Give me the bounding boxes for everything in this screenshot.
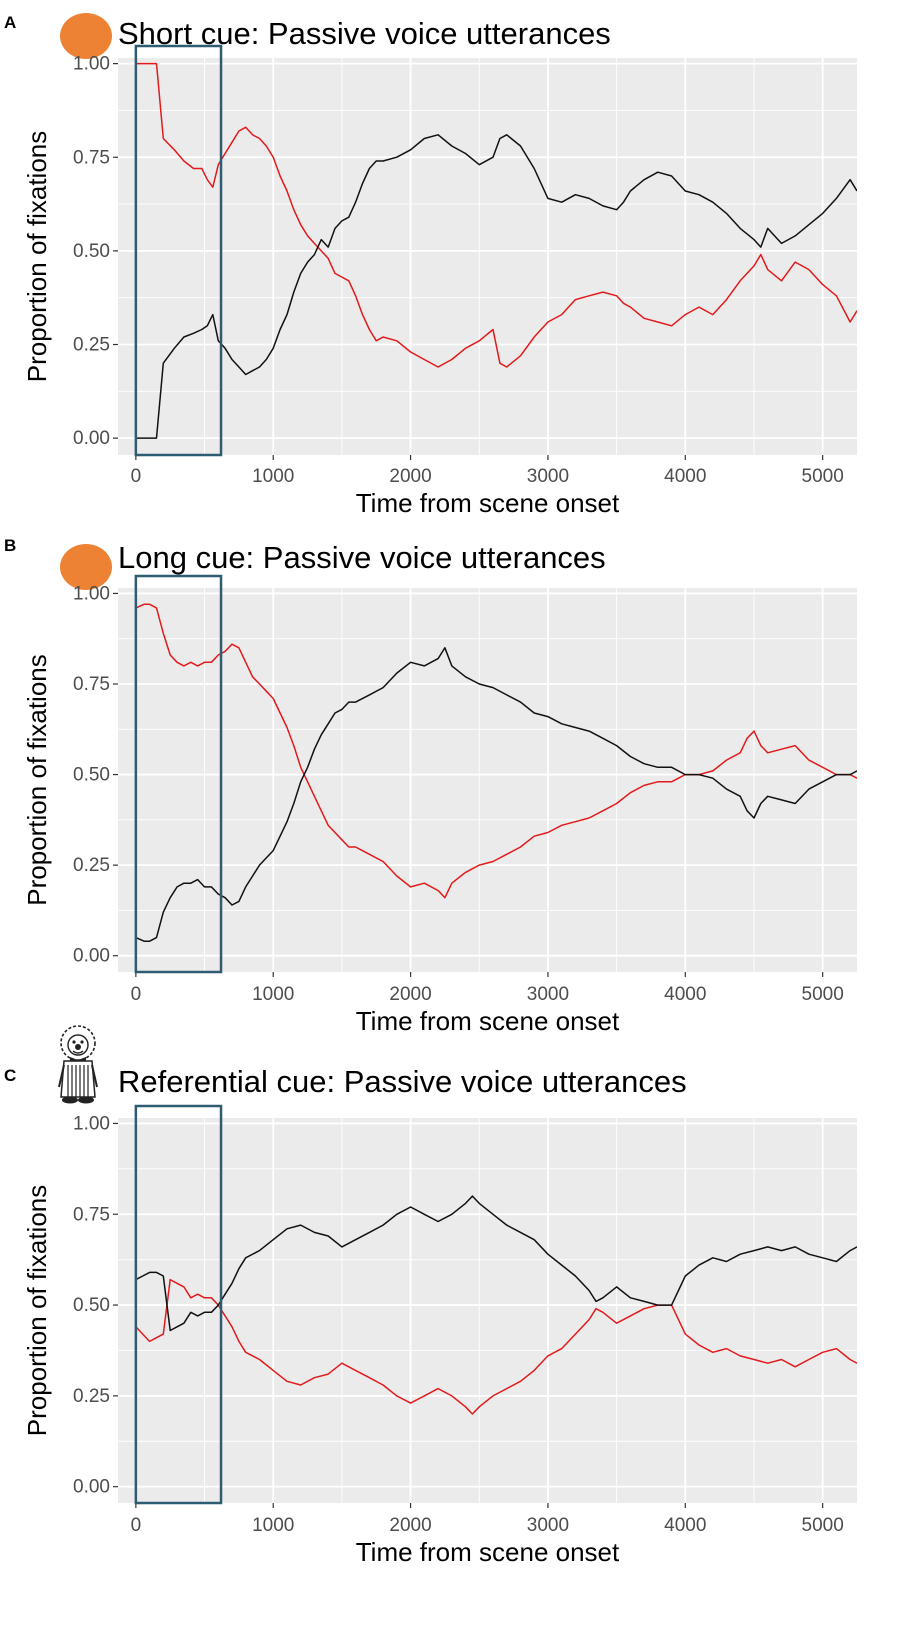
x-tick-label: 3000: [527, 466, 569, 487]
x-tick-label: 2000: [389, 1515, 431, 1536]
highlight-window-box: [134, 574, 223, 974]
y-tick-label: 1.00: [73, 1113, 110, 1134]
y-tick-label: 0.50: [73, 765, 110, 786]
y-axis-label: Proportion of fixations: [22, 1185, 52, 1436]
plot-area: [118, 58, 857, 455]
plot-area: [118, 588, 857, 972]
series-line-red: [135, 1278, 857, 1415]
y-tick-label: 0.50: [73, 241, 110, 262]
clown-nose: [75, 1044, 81, 1050]
plot-area: [118, 1118, 857, 1503]
y-tick-label: 0.75: [73, 674, 110, 695]
x-tick-label: 4000: [664, 466, 706, 487]
chart-title: Referential cue: Passive voice utterance…: [118, 1064, 687, 1099]
y-tick-label: 0.75: [73, 1204, 110, 1225]
x-tick-label: 0: [131, 1515, 142, 1536]
y-tick-label: 0.00: [73, 946, 110, 967]
series-line-red: [135, 603, 857, 899]
y-tick-label: 0.00: [73, 428, 110, 449]
chart-panel-b: B Long cue: Passive voice utterances 0 1000…: [4, 536, 857, 1036]
highlight-window-box: [134, 44, 223, 457]
x-tick-label: 0: [131, 984, 142, 1005]
clown-arm-left: [58, 1064, 65, 1088]
x-tick-label: 5000: [802, 1515, 844, 1536]
series-line-black: [135, 134, 857, 439]
y-axis-label: Proportion of fixations: [22, 131, 52, 382]
clown-eye-right: [80, 1040, 84, 1044]
chart-panel-c: C Referential cue: Passive voice utteranc…: [4, 1025, 857, 1567]
panel-letter: B: [4, 536, 16, 555]
y-tick-label: 0.00: [73, 1477, 110, 1498]
series-line-red: [135, 62, 857, 368]
clown-mouth: [72, 1050, 84, 1054]
x-tick-label: 4000: [664, 1515, 706, 1536]
y-axis-label: Proportion of fixations: [22, 654, 52, 905]
y-tick-label: 1.00: [73, 54, 110, 75]
y-tick-label: 0.25: [73, 1386, 110, 1407]
y-tick-label: 0.25: [73, 335, 110, 356]
y-tick-label: 1.00: [73, 583, 110, 604]
x-axis-label: Time from scene onset: [356, 488, 620, 518]
x-tick-label: 3000: [527, 1515, 569, 1536]
y-tick-label: 0.25: [73, 855, 110, 876]
series-line-black: [135, 647, 857, 942]
x-tick-label: 2000: [389, 984, 431, 1005]
clown-shoe-right: [78, 1096, 94, 1104]
x-tick-label: 5000: [802, 984, 844, 1005]
x-tick-label: 4000: [664, 984, 706, 1005]
orange-circle-cue-icon: [60, 544, 112, 590]
highlight-window-box: [134, 1104, 223, 1505]
x-axis-label: Time from scene onset: [356, 1537, 620, 1567]
panel-letter: C: [4, 1066, 16, 1085]
clown-shoe-left: [62, 1096, 78, 1104]
x-tick-label: 5000: [802, 466, 844, 487]
y-tick-label: 0.75: [73, 147, 110, 168]
series-line-black: [135, 1195, 857, 1332]
clown-arm-right: [91, 1064, 98, 1088]
x-tick-label: 1000: [252, 984, 294, 1005]
clown-eye-left: [72, 1040, 76, 1044]
x-tick-label: 3000: [527, 984, 569, 1005]
clown-coat: [60, 1060, 96, 1098]
y-tick-label: 0.50: [73, 1295, 110, 1316]
clown-character-icon: [58, 1025, 98, 1104]
x-axis-label: Time from scene onset: [356, 1006, 620, 1036]
x-tick-label: 1000: [252, 466, 294, 487]
panel-letter: A: [4, 13, 16, 32]
x-tick-label: 1000: [252, 1515, 294, 1536]
orange-circle-cue-icon: [60, 13, 112, 59]
chart-title: Long cue: Passive voice utterances: [118, 540, 606, 575]
x-tick-label: 0: [131, 466, 142, 487]
x-tick-label: 2000: [389, 466, 431, 487]
